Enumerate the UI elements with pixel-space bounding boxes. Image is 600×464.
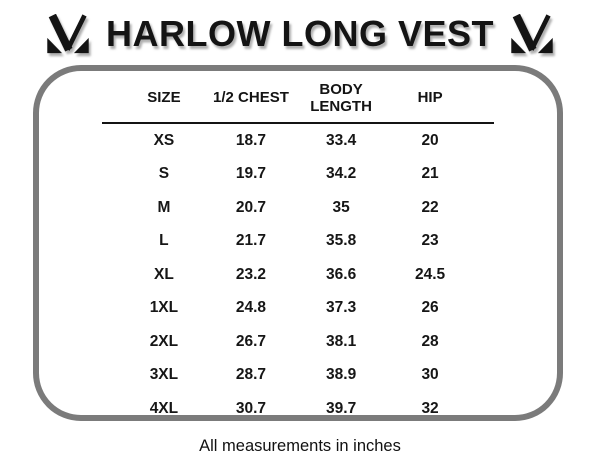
cell-hip: 32 bbox=[421, 399, 439, 417]
cell-half-chest: 23.2 bbox=[235, 265, 267, 283]
cell-body-length: 38.9 bbox=[326, 366, 357, 384]
cell-size: M bbox=[157, 198, 171, 216]
table-row-3xl: 3XL 28.7 38.9 30 bbox=[102, 359, 494, 393]
cell-body-length: 36.6 bbox=[326, 265, 357, 283]
cell-body-length: 38.1 bbox=[326, 332, 357, 350]
cell-half-chest: 26.7 bbox=[235, 332, 267, 350]
measurements-note: All measurements in inches bbox=[199, 437, 401, 455]
table-row-xs: XS 18.7 33.4 20 bbox=[102, 123, 494, 158]
cell-size: 4XL bbox=[149, 399, 179, 417]
cell-size: L bbox=[159, 232, 169, 250]
cell-hip: 24.5 bbox=[414, 265, 446, 283]
cell-half-chest: 18.7 bbox=[235, 131, 267, 149]
size-chart-header-row: SIZE 1/2 CHEST BODY LENGTH HIP bbox=[102, 76, 494, 124]
cell-size: 3XL bbox=[149, 366, 179, 384]
cell-hip: 22 bbox=[421, 198, 439, 216]
cell-hip: 21 bbox=[421, 165, 439, 183]
page-title: HARLOW LONG VEST bbox=[106, 13, 494, 54]
cell-hip: 26 bbox=[421, 299, 439, 317]
cell-body-length: 34.2 bbox=[326, 165, 357, 183]
cell-half-chest: 28.7 bbox=[235, 366, 267, 384]
cell-hip: 30 bbox=[421, 366, 439, 384]
cell-hip: 23 bbox=[421, 232, 439, 250]
table-row-2xl: 2XL 26.7 38.1 28 bbox=[102, 325, 494, 359]
column-header-half-chest: 1/2 CHEST bbox=[207, 76, 295, 124]
table-row-m: M 20.7 35 22 bbox=[102, 191, 494, 225]
cell-body-length: 35.8 bbox=[326, 232, 357, 250]
cell-half-chest: 19.7 bbox=[235, 165, 267, 183]
cell-size: XL bbox=[154, 265, 174, 283]
size-chart-table: SIZE 1/2 CHEST BODY LENGTH HIP XS 18.7 3… bbox=[102, 76, 494, 426]
cell-body-length: 33.4 bbox=[326, 131, 357, 149]
cell-size: 2XL bbox=[149, 332, 179, 350]
column-header-hip: HIP bbox=[388, 76, 494, 124]
table-row-1xl: 1XL 24.8 37.3 26 bbox=[102, 292, 494, 326]
cell-half-chest: 20.7 bbox=[235, 198, 267, 216]
column-header-body-length: BODY LENGTH bbox=[294, 76, 389, 124]
page-header: HARLOW LONG VEST bbox=[0, 6, 600, 62]
column-header-size: SIZE bbox=[102, 76, 208, 124]
cell-half-chest: 30.7 bbox=[235, 399, 267, 417]
cell-body-length: 37.3 bbox=[326, 299, 357, 317]
cell-half-chest: 24.8 bbox=[235, 299, 267, 317]
table-row-l: L 21.7 35.8 23 bbox=[102, 225, 494, 259]
brand-m-logo-left bbox=[47, 13, 89, 53]
size-chart-container: SIZE 1/2 CHEST BODY LENGTH HIP XS 18.7 3… bbox=[33, 65, 563, 421]
cell-body-length: 39.7 bbox=[326, 399, 357, 417]
table-row-4xl: 4XL 30.7 39.7 32 bbox=[102, 392, 494, 426]
cell-size: S bbox=[158, 165, 170, 183]
table-row-s: S 19.7 34.2 21 bbox=[102, 158, 494, 192]
brand-m-logo-right bbox=[511, 13, 553, 53]
cell-hip: 20 bbox=[421, 131, 439, 149]
cell-size: XS bbox=[153, 131, 175, 149]
table-row-xl: XL 23.2 36.6 24.5 bbox=[102, 258, 494, 292]
cell-body-length: 35 bbox=[332, 198, 350, 216]
cell-size: 1XL bbox=[149, 299, 179, 317]
cell-half-chest: 21.7 bbox=[235, 232, 267, 250]
cell-hip: 28 bbox=[421, 332, 439, 350]
